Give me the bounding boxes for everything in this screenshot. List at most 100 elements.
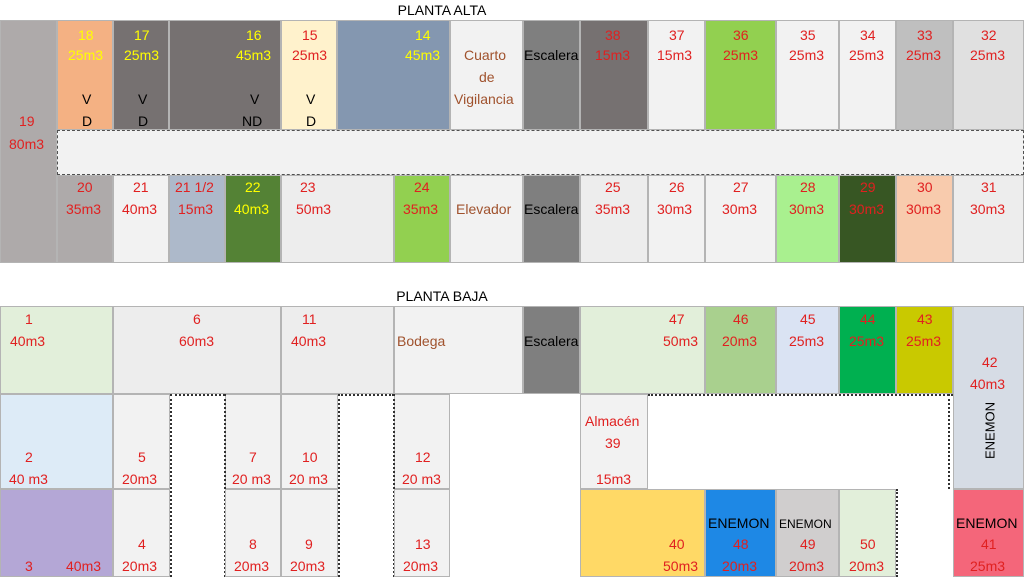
room-44[interactable]: 44 25m3 xyxy=(839,306,896,394)
room-46-number: 46 xyxy=(733,311,749,327)
room-40[interactable]: 40 50m3 xyxy=(580,489,705,577)
room-43[interactable]: 43 25m3 xyxy=(896,306,953,394)
room-4[interactable]: 4 20m3 xyxy=(113,489,170,577)
room-35[interactable]: 35 25m3 xyxy=(776,20,839,130)
room-30[interactable]: 30 30m3 xyxy=(896,175,953,263)
room-14[interactable]: 14 45m3 xyxy=(337,20,450,130)
room-5-volume: 20m3 xyxy=(122,471,158,487)
room-40-number: 40 xyxy=(669,536,685,552)
corridor-wall xyxy=(393,394,395,577)
room-33[interactable]: 33 25m3 xyxy=(896,20,953,130)
room-17-mark-d: D xyxy=(138,113,149,129)
elevator[interactable]: Elevador xyxy=(450,175,523,263)
room-40-volume: 50m3 xyxy=(663,558,699,574)
room-26[interactable]: 26 30m3 xyxy=(648,175,705,263)
room-33-number: 33 xyxy=(917,27,933,43)
room-45[interactable]: 45 25m3 xyxy=(776,306,839,394)
room-6[interactable]: 6 60m3 xyxy=(113,306,281,394)
room-49[interactable]: ENEMON 49 20m3 xyxy=(776,489,839,577)
room-5[interactable]: 5 20m3 xyxy=(113,394,170,489)
room-38-volume: 15m3 xyxy=(595,47,631,63)
room-17[interactable]: 17 25m3 V D xyxy=(113,20,169,130)
room-19[interactable]: 19 80m3 xyxy=(0,20,57,263)
corridor-wall xyxy=(224,394,226,577)
room-47[interactable]: 47 50m3 xyxy=(580,306,705,394)
room-12-volume: 20 m3 xyxy=(402,471,441,487)
room-48[interactable]: ENEMON 48 20m3 xyxy=(705,489,776,577)
room-42-tag: ENEMON xyxy=(982,401,998,460)
upper-corridor xyxy=(57,130,1024,175)
room-23[interactable]: 23 50m3 xyxy=(281,175,394,263)
room-42-volume: 40m3 xyxy=(970,376,1006,392)
room-16-volume: 45m3 xyxy=(236,47,272,63)
stairs-middle[interactable]: Escalera xyxy=(523,175,580,263)
room-27-volume: 30m3 xyxy=(722,201,758,217)
room-37[interactable]: 37 15m3 xyxy=(648,20,705,130)
corridor-wall xyxy=(948,394,950,489)
room-29[interactable]: 29 30m3 xyxy=(839,175,896,263)
room-3-number: 3 xyxy=(25,558,33,574)
room-1[interactable]: 1 40m3 xyxy=(0,306,113,394)
room-9[interactable]: 9 20m3 xyxy=(281,489,338,577)
room-32-volume: 25m3 xyxy=(970,47,1006,63)
room-17-number: 17 xyxy=(134,27,150,43)
room-22-volume: 40m3 xyxy=(234,201,270,217)
room-6-number: 6 xyxy=(193,311,201,327)
guard-room-line2: de xyxy=(479,69,495,85)
room-42[interactable]: 42 40m3 ENEMON xyxy=(953,306,1024,489)
room-39[interactable]: Almacén 39 15m3 xyxy=(580,394,648,489)
room-30-volume: 30m3 xyxy=(906,201,942,217)
room-41[interactable]: ENEMON 41 25m3 xyxy=(953,489,1024,577)
room-25[interactable]: 25 35m3 xyxy=(580,175,648,263)
room-18[interactable]: 18 25m3 V D xyxy=(57,20,113,130)
room-21[interactable]: 21 40m3 xyxy=(113,175,169,263)
room-47-number: 47 xyxy=(669,311,685,327)
room-3[interactable]: 3 40m3 xyxy=(0,489,113,577)
room-47-volume: 50m3 xyxy=(663,333,699,349)
corridor-wall xyxy=(896,489,898,577)
stairs-upper[interactable]: Escalera xyxy=(523,20,580,130)
corridor-wall xyxy=(338,394,340,577)
bodega-label: Bodega xyxy=(397,333,446,349)
room-15[interactable]: 15 25m3 V D xyxy=(281,20,337,130)
stairs-lower[interactable]: Escalera xyxy=(523,306,580,394)
room-21-half-volume: 15m3 xyxy=(178,201,214,217)
room-50[interactable]: 50 20m3 xyxy=(839,489,896,577)
guard-room[interactable]: Cuarto de Vigilancia xyxy=(450,20,523,130)
room-20[interactable]: 20 35m3 xyxy=(57,175,113,263)
room-8[interactable]: 8 20m3 xyxy=(225,489,281,577)
room-28[interactable]: 28 30m3 xyxy=(776,175,839,263)
bodega[interactable]: Bodega xyxy=(394,306,523,394)
room-22[interactable]: 22 40m3 xyxy=(225,175,281,263)
room-28-number: 28 xyxy=(800,179,816,195)
room-35-volume: 25m3 xyxy=(789,47,825,63)
room-46-volume: 20m3 xyxy=(722,333,758,349)
room-11[interactable]: 11 40m3 xyxy=(281,306,394,394)
room-8-volume: 20m3 xyxy=(234,558,270,574)
room-11-volume: 40m3 xyxy=(291,333,327,349)
room-38[interactable]: 38 15m3 xyxy=(580,20,648,130)
room-13[interactable]: 13 20m3 xyxy=(394,489,450,577)
room-34[interactable]: 34 25m3 xyxy=(839,20,896,130)
room-36[interactable]: 36 25m3 xyxy=(705,20,776,130)
room-10[interactable]: 10 20 m3 xyxy=(281,394,338,489)
room-31[interactable]: 31 30m3 xyxy=(953,175,1024,263)
room-15-mark-v: V xyxy=(306,91,316,107)
room-32[interactable]: 32 25m3 xyxy=(953,20,1024,130)
room-14-number: 14 xyxy=(415,27,431,43)
stairs-upper-label: Escalera xyxy=(524,47,579,63)
room-26-number: 26 xyxy=(669,179,685,195)
room-46[interactable]: 46 20m3 xyxy=(705,306,776,394)
room-24[interactable]: 24 35m3 xyxy=(394,175,450,263)
room-21-half[interactable]: 21 1/2 15m3 xyxy=(169,175,225,263)
room-2[interactable]: 2 40 m3 xyxy=(0,394,113,489)
room-31-volume: 30m3 xyxy=(970,201,1006,217)
room-16[interactable]: 16 45m3 V ND xyxy=(169,20,281,130)
room-39-number: 39 xyxy=(605,435,621,451)
room-7[interactable]: 7 20 m3 xyxy=(225,394,281,489)
room-12[interactable]: 12 20 m3 xyxy=(394,394,450,489)
elevator-label: Elevador xyxy=(456,201,512,217)
room-13-volume: 20m3 xyxy=(403,558,439,574)
room-27[interactable]: 27 30m3 xyxy=(705,175,776,263)
